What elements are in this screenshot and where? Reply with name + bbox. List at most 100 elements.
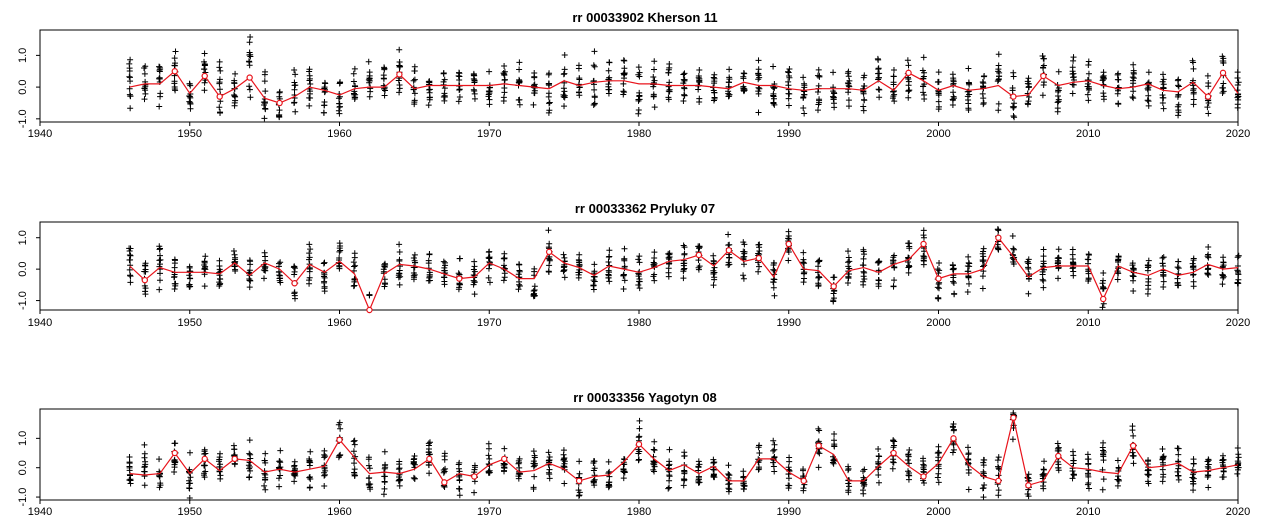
monthly-point — [621, 264, 628, 271]
monthly-point — [561, 51, 568, 58]
monthly-point — [905, 460, 912, 467]
x-tick-label: 1970 — [477, 317, 501, 329]
monthly-point — [815, 280, 822, 287]
monthly-point — [920, 83, 927, 90]
monthly-point — [815, 464, 822, 471]
monthly-point — [949, 266, 956, 273]
monthly-point — [621, 71, 628, 78]
monthly-point — [1040, 65, 1047, 72]
monthly-point — [874, 259, 881, 266]
monthly-point — [141, 482, 148, 489]
monthly-point — [351, 441, 358, 448]
monthly-point — [276, 458, 283, 465]
annual-mean-point — [995, 477, 1002, 485]
monthly-point — [651, 104, 658, 111]
monthly-point — [246, 474, 253, 481]
monthly-point — [530, 293, 537, 300]
monthly-point — [755, 464, 762, 471]
monthly-point — [576, 458, 583, 465]
monthly-point — [875, 86, 882, 93]
monthly-point — [546, 262, 553, 269]
monthly-point — [470, 281, 477, 288]
monthly-point — [126, 460, 133, 467]
monthly-point — [696, 75, 703, 82]
monthly-point — [247, 51, 254, 58]
monthly-point — [904, 456, 911, 463]
monthly-point — [395, 466, 402, 473]
monthly-point — [861, 269, 868, 276]
monthly-point — [681, 453, 688, 460]
monthly-point — [1205, 243, 1212, 250]
monthly-point — [1099, 304, 1106, 311]
monthly-point — [396, 256, 403, 263]
monthly-point — [306, 254, 313, 261]
monthly-point — [381, 473, 388, 480]
annual-mean-point — [890, 449, 897, 457]
monthly-point — [440, 78, 447, 85]
monthly-point — [680, 242, 687, 249]
monthly-point — [906, 447, 913, 454]
monthly-point — [740, 468, 747, 475]
monthly-point — [561, 103, 568, 110]
monthly-point — [1085, 251, 1092, 258]
monthly-point — [1205, 484, 1212, 491]
monthly-point — [201, 283, 208, 290]
monthly-point — [949, 449, 956, 456]
monthly-point — [1055, 98, 1062, 105]
monthly-point — [785, 78, 792, 85]
monthly-point — [1055, 254, 1062, 261]
monthly-point — [381, 485, 388, 492]
monthly-point — [246, 277, 253, 284]
monthly-point — [620, 80, 627, 87]
monthly-point — [576, 75, 583, 82]
annual-mean-point — [950, 435, 957, 442]
monthly-point — [366, 93, 373, 100]
monthly-point — [680, 475, 687, 482]
monthly-point — [1025, 265, 1032, 272]
monthly-point — [860, 255, 867, 262]
monthly-point — [350, 78, 357, 85]
monthly-point — [635, 282, 642, 289]
monthly-point — [501, 62, 508, 69]
monthly-point — [920, 89, 927, 96]
monthly-point — [306, 68, 313, 75]
x-tick-label: 1940 — [28, 506, 52, 518]
monthly-point — [770, 437, 777, 444]
monthly-point — [515, 79, 522, 86]
monthly-point — [966, 91, 973, 98]
annual-mean-point — [1100, 295, 1107, 303]
monthly-point — [426, 277, 433, 284]
monthly-point — [545, 255, 552, 262]
monthly-point — [411, 99, 418, 106]
monthly-point — [829, 93, 836, 100]
monthly-point — [126, 91, 133, 98]
monthly-point — [516, 464, 523, 471]
x-tick-label: 2000 — [926, 317, 950, 329]
monthly-point — [905, 88, 912, 95]
monthly-point — [216, 279, 223, 286]
monthly-point — [636, 456, 642, 463]
monthly-point — [201, 66, 208, 73]
monthly-point — [620, 272, 627, 279]
monthly-point — [157, 90, 164, 97]
annual-mean-point — [920, 473, 927, 480]
monthly-point — [1190, 283, 1197, 290]
monthly-point — [1054, 99, 1061, 106]
monthly-point — [1024, 259, 1031, 266]
monthly-point — [1160, 461, 1167, 468]
monthly-point — [1130, 80, 1137, 87]
x-tick-label: 1950 — [178, 317, 202, 329]
monthly-point — [665, 462, 672, 469]
x-tick-label: 2020 — [1226, 317, 1250, 329]
monthly-point — [1114, 276, 1121, 283]
monthly-point — [485, 452, 492, 459]
monthly-point — [831, 430, 838, 437]
monthly-point — [216, 64, 223, 71]
x-tick-label: 1970 — [477, 506, 501, 518]
monthly-point — [1220, 262, 1227, 269]
monthly-point — [891, 91, 898, 98]
monthly-point — [246, 450, 253, 457]
monthly-point — [1234, 104, 1241, 111]
monthly-point — [620, 88, 627, 95]
annual-mean-point — [815, 442, 822, 449]
